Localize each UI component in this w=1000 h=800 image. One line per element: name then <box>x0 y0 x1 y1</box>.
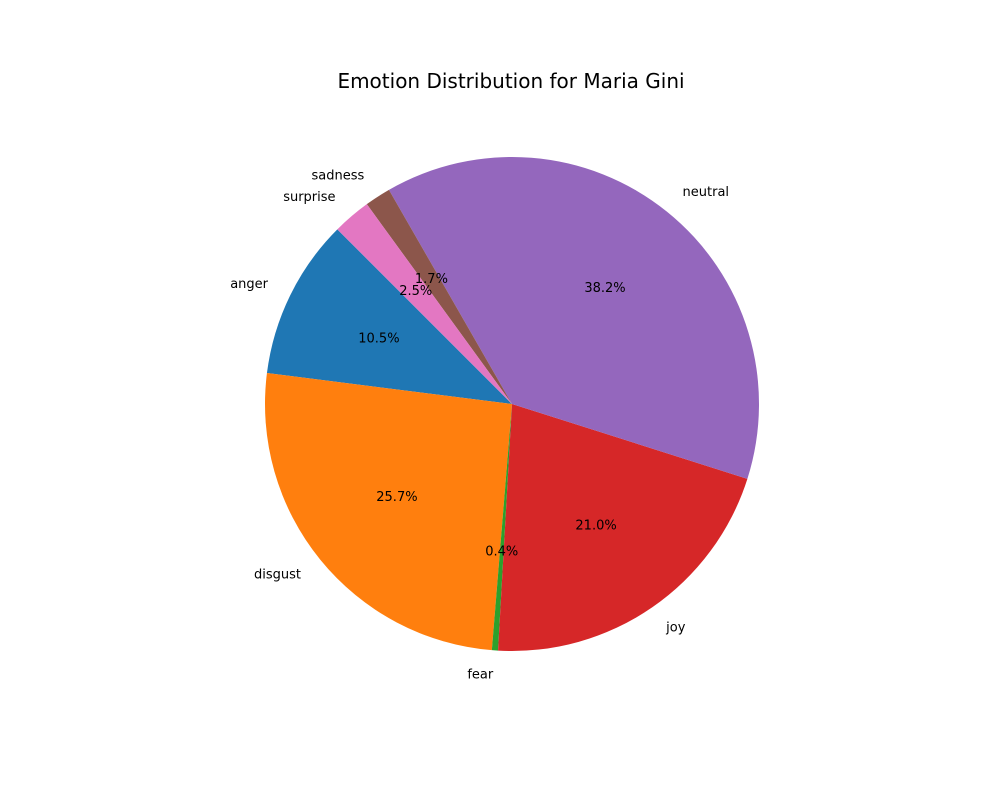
slices-layer <box>265 156 760 651</box>
slice-label-joy: joy <box>665 620 686 635</box>
chart-title: Emotion Distribution for Maria Gini <box>337 69 684 93</box>
pie-slice-neutral <box>388 156 760 479</box>
slice-label-sadness: sadness <box>311 168 364 183</box>
pie-slice-disgust <box>265 373 512 651</box>
slice-label-neutral: neutral <box>683 185 730 200</box>
pct-label-fear: 0.4% <box>485 544 518 559</box>
slice-label-fear: fear <box>467 668 494 683</box>
slice-label-anger: anger <box>230 277 268 292</box>
pct-label-anger: 10.5% <box>358 331 399 346</box>
pct-label-joy: 21.0% <box>575 519 616 534</box>
pie-slice-sadness <box>366 189 512 404</box>
slice-label-surprise: surprise <box>283 190 335 205</box>
pie-slice-surprise <box>337 204 512 404</box>
pct-label-surprise: 2.5% <box>399 284 432 299</box>
slice-label-disgust: disgust <box>254 568 301 583</box>
pie-slice-anger <box>266 229 512 404</box>
pct-label-neutral: 38.2% <box>584 281 625 296</box>
pie-slice-fear <box>491 404 512 651</box>
pct-label-sadness: 1.7% <box>415 272 448 287</box>
pct-label-disgust: 25.7% <box>376 490 417 505</box>
labels-layer: anger 10.5% disgust 25.7% fear 0.4% joy 21.0% ne… <box>230 168 729 682</box>
pie-slice-joy <box>498 404 748 651</box>
